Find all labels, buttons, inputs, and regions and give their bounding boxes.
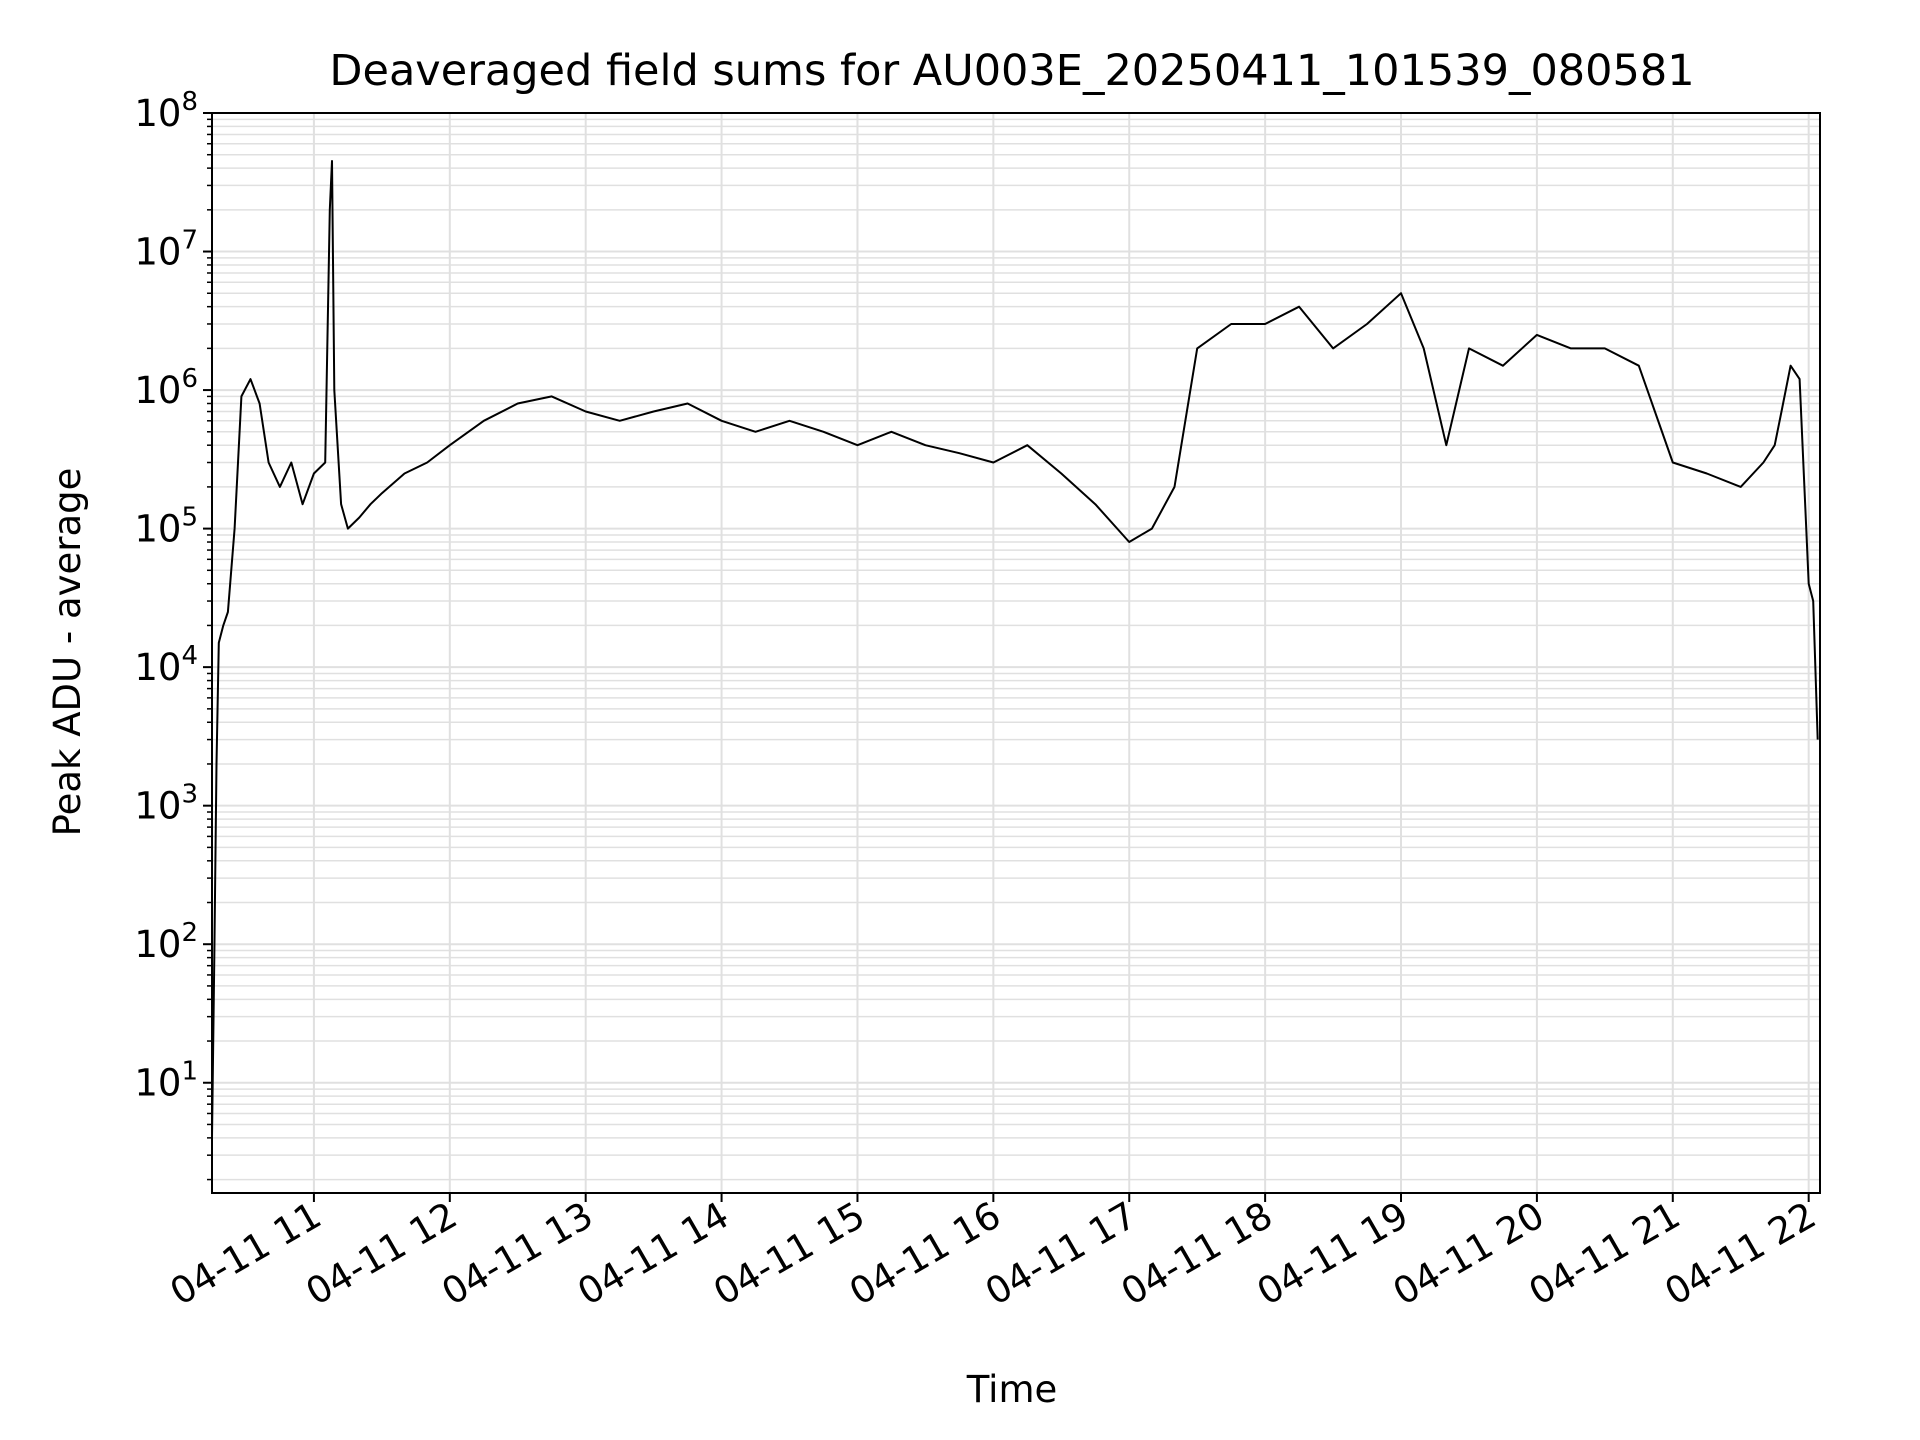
- y-tick-label: 103: [134, 780, 198, 828]
- y-axis-label: Peak ADU - average: [46, 468, 89, 837]
- y-tick-label: 104: [134, 641, 198, 689]
- tick-marks: [203, 112, 1810, 1202]
- series-line: [211, 160, 1819, 1138]
- y-tick-label: 107: [134, 226, 198, 274]
- y-tick-label: 101: [134, 1057, 198, 1105]
- plot-area-frame: [211, 112, 1821, 1194]
- y-tick-label: 105: [134, 503, 198, 551]
- y-tick-label: 108: [134, 87, 198, 135]
- y-tick-label: 102: [134, 918, 198, 966]
- y-tick-label: 106: [134, 364, 198, 412]
- x-axis-label: Time: [966, 1368, 1058, 1411]
- chart-title: Deaveraged field sums for AU003E_2025041…: [329, 46, 1694, 96]
- series-layer: [211, 160, 1819, 1138]
